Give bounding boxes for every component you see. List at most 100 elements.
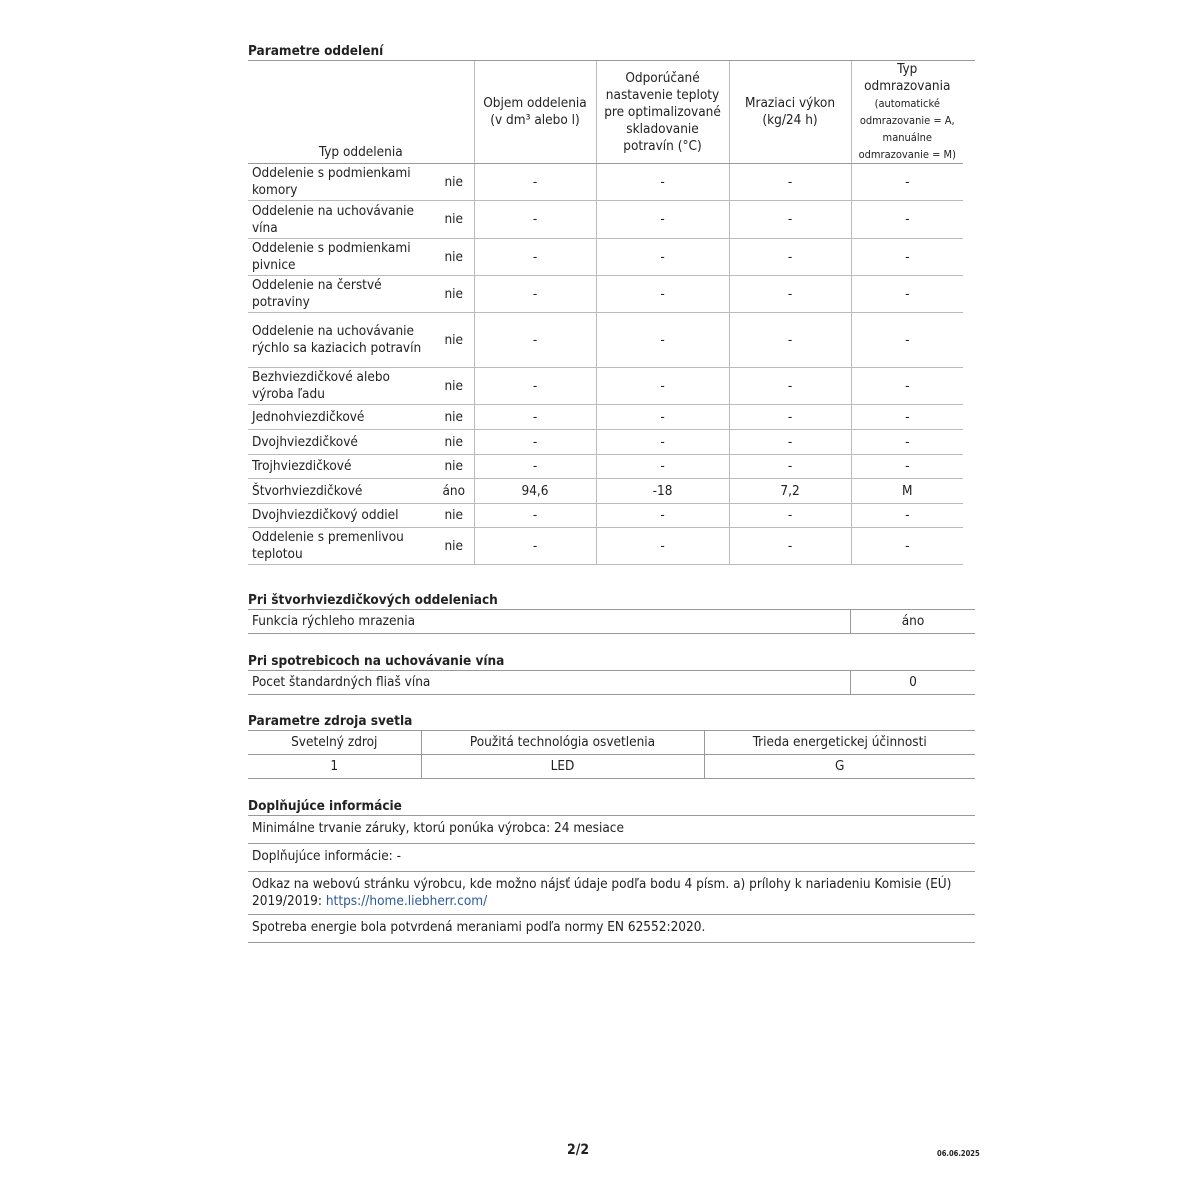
compartment-name: Oddelenie s premenlivou teplotou — [248, 527, 434, 565]
table-row: Jednohviezdičkové nie - - - - — [248, 404, 964, 430]
volume-value: - — [473, 503, 597, 528]
compartment-present: nie — [434, 429, 475, 455]
header-defrost-label: Typ odmrazovania — [864, 61, 951, 94]
temp-value: - — [595, 429, 730, 455]
table-row: Dvojhviezdičkový oddiel nie - - - - — [248, 503, 964, 528]
date: 06.06.2025 — [937, 1149, 980, 1158]
table-row: Bezhviezdičkové alebo výroba ľadu nie - - - - — [248, 367, 964, 405]
volume-value: - — [473, 429, 597, 455]
table-row: Oddelenie na čerstvé potraviny nie - - - - — [248, 275, 964, 313]
compartment-present: nie — [434, 200, 475, 239]
volume-value: - — [473, 454, 597, 479]
defrost-value: - — [850, 275, 964, 313]
light-header: Svetelný zdroj — [248, 731, 421, 755]
header-defrost: Typ odmrazovania (automatické odmrazovani… — [850, 61, 964, 164]
compartment-present: nie — [434, 312, 475, 368]
freeze-value: - — [728, 527, 852, 565]
defrost-value: - — [850, 429, 964, 455]
header-temp: Odporúčané nastavenie teploty pre optima… — [595, 61, 730, 164]
fast-freeze-value: áno — [850, 610, 975, 634]
compartment-name: Trojhviezdičkové — [248, 454, 434, 479]
compartment-present: nie — [434, 503, 475, 528]
section-title: Pri štvorhviezdičkových oddeleniach — [248, 591, 975, 610]
defrost-note: (automatické odmrazovanie = A, manuálne … — [858, 97, 956, 161]
fast-freeze-label: Funkcia rýchleho mrazenia — [248, 610, 851, 634]
freeze-value: - — [728, 312, 852, 368]
light-value: 1 — [248, 754, 421, 779]
temp-value: - — [595, 200, 730, 239]
compartment-name: Dvojhviezdičkový oddiel — [248, 503, 434, 528]
light-value: G — [703, 754, 975, 779]
volume-value: - — [473, 404, 597, 430]
volume-value: - — [473, 527, 597, 565]
compartment-name: Dvojhviezdičkové — [248, 429, 434, 455]
energy-text: Spotreba energie bola potvrdená meraniam… — [248, 915, 975, 943]
temp-value: - — [595, 367, 730, 405]
temp-value: - — [595, 404, 730, 430]
temp-value: - — [595, 503, 730, 528]
defrost-value: - — [850, 163, 964, 201]
table-row: Oddelenie s podmienkami pivnice nie - - - - — [248, 238, 964, 276]
defrost-value: - — [850, 200, 964, 239]
compartment-present: nie — [434, 454, 475, 479]
additional-text: Doplňujúce informácie: - — [248, 844, 975, 872]
compartment-present: nie — [434, 275, 475, 313]
defrost-value: - — [850, 527, 964, 565]
volume-value: - — [473, 200, 597, 239]
freeze-value: - — [728, 238, 852, 276]
table-row: Štvorhviezdičkové áno 94,6 -18 7,2 M — [248, 478, 964, 504]
freeze-value: - — [728, 275, 852, 313]
temp-value: - — [595, 275, 730, 313]
temp-value: - — [595, 454, 730, 479]
bottles-label: Pocet štandardných fliaš vína — [248, 671, 851, 695]
table-row: Oddelenie na uchovávanie rýchlo sa kazia… — [248, 312, 964, 368]
section-title: Parametre oddelení — [248, 42, 975, 61]
freeze-value: - — [728, 367, 852, 405]
compartment-present: nie — [434, 527, 475, 565]
compartment-name: Štvorhviezdičkové — [248, 478, 434, 504]
defrost-value: - — [850, 404, 964, 430]
temp-value: - — [595, 163, 730, 201]
compartment-present: nie — [434, 238, 475, 276]
freeze-value: - — [728, 429, 852, 455]
defrost-value: - — [850, 367, 964, 405]
table-row: Trojhviezdičkové nie - - - - — [248, 454, 964, 479]
compartment-present: nie — [434, 163, 475, 201]
defrost-value: - — [850, 238, 964, 276]
compartment-name: Oddelenie s podmienkami pivnice — [248, 238, 434, 276]
four-star-section: Pri štvorhviezdičkových oddeleniach Funk… — [248, 591, 975, 634]
light-header: Použitá technológia osvetlenia — [420, 731, 704, 755]
wine-section: Pri spotrebicoch na uchovávanie vína Poc… — [248, 652, 975, 695]
defrost-value: - — [850, 312, 964, 368]
compartment-section: Parametre oddelení Typ oddelenia Objem o… — [248, 42, 975, 565]
compartment-table: Typ oddelenia Objem oddelenia (v dm³ ale… — [248, 61, 964, 565]
volume-value: - — [473, 238, 597, 276]
light-header: Trieda energetickej účinnosti — [703, 731, 975, 755]
compartment-present: áno — [434, 478, 475, 504]
volume-value: - — [473, 163, 597, 201]
section-title: Pri spotrebicoch na uchovávanie vína — [248, 652, 975, 671]
link-text: Odkaz na webovú stránku výrobcu, kde mož… — [252, 876, 952, 909]
volume-value: - — [473, 275, 597, 313]
info-section: Doplňujúce informácie Minimálne trvanie … — [248, 797, 975, 943]
warranty-text: Minimálne trvanie záruky, ktorú ponúka v… — [248, 816, 975, 844]
volume-value: - — [473, 367, 597, 405]
freeze-value: - — [728, 404, 852, 430]
compartment-name: Oddelenie na čerstvé potraviny — [248, 275, 434, 313]
table-row: Dvojhviezdičkové nie - - - - — [248, 429, 964, 455]
header-volume: Objem oddelenia (v dm³ alebo l) — [473, 61, 597, 164]
light-section: Parametre zdroja svetla Svetelný zdroj Po… — [248, 712, 975, 779]
compartment-name: Oddelenie na uchovávanie vína — [248, 200, 434, 239]
compartment-name: Oddelenie na uchovávanie rýchlo sa kazia… — [248, 312, 434, 368]
defrost-value: - — [850, 454, 964, 479]
page-number: 2/2 — [567, 1142, 590, 1158]
header-freeze: Mraziaci výkon (kg/24 h) — [728, 61, 852, 164]
defrost-value: M — [850, 478, 964, 504]
volume-value: 94,6 — [473, 478, 597, 504]
temp-value: - — [595, 312, 730, 368]
link-row: Odkaz na webovú stránku výrobcu, kde mož… — [248, 872, 975, 915]
table-row: Oddelenie na uchovávanie vína nie - - - - — [248, 200, 964, 239]
defrost-value: - — [850, 503, 964, 528]
manufacturer-link[interactable]: https://home.liebherr.com/ — [325, 893, 488, 909]
volume-value: - — [473, 312, 597, 368]
